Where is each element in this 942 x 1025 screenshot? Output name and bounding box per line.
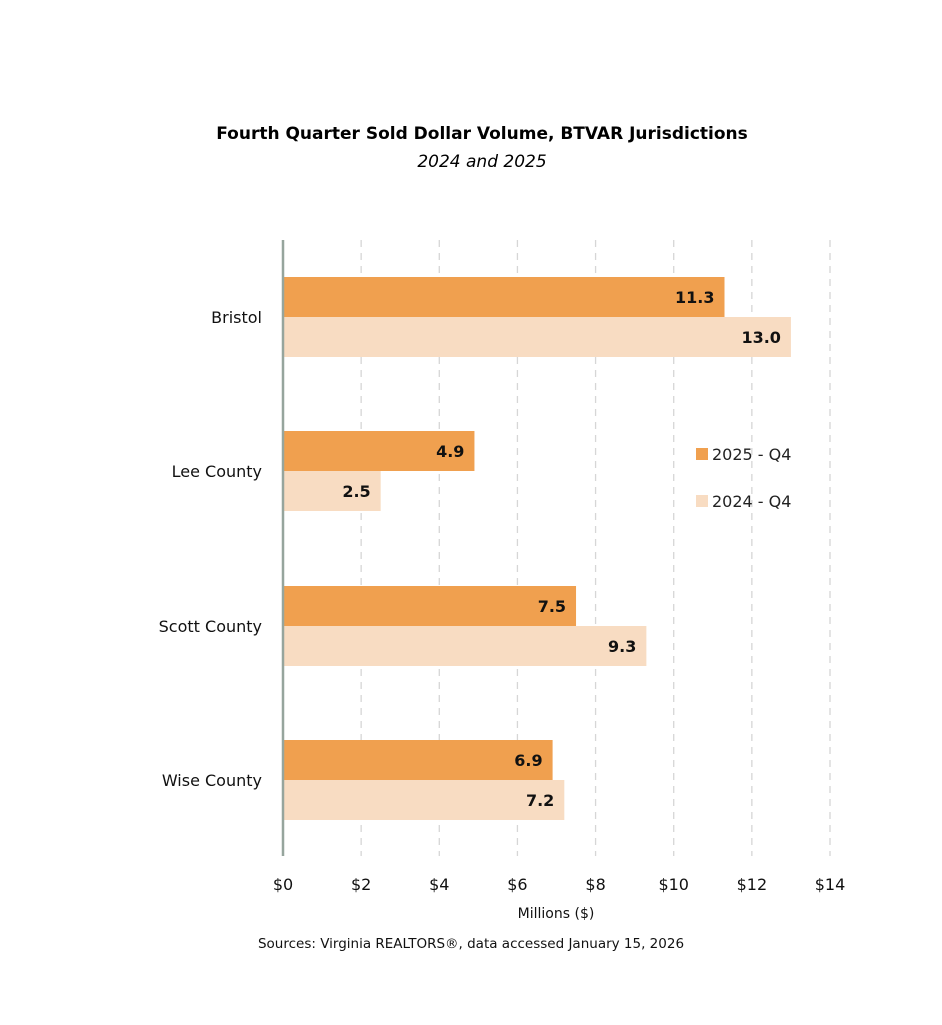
data-label: 4.9 xyxy=(436,442,464,461)
bar-2024 xyxy=(284,626,647,666)
x-tick-label: $12 xyxy=(737,875,768,894)
data-label: 13.0 xyxy=(741,328,780,347)
legend-swatch xyxy=(696,448,708,460)
legend-label: 2025 - Q4 xyxy=(712,445,791,464)
category-label: Wise County xyxy=(162,771,262,790)
x-tick-label: $2 xyxy=(351,875,371,894)
bar-2025 xyxy=(284,431,475,471)
x-tick-label: $0 xyxy=(273,875,293,894)
category-label: Bristol xyxy=(211,308,262,327)
source-note: Sources: Virginia REALTORS®, data access… xyxy=(258,936,684,952)
chart-subtitle: 2024 and 2025 xyxy=(417,152,546,172)
x-axis-label: Millions ($) xyxy=(518,906,595,922)
bar-2024 xyxy=(284,317,791,357)
bar-2025 xyxy=(284,740,553,780)
category-label: Scott County xyxy=(159,617,262,636)
data-label: 7.5 xyxy=(538,597,566,616)
data-label: 6.9 xyxy=(514,751,542,770)
data-label: 7.2 xyxy=(526,791,554,810)
x-tick-label: $14 xyxy=(815,875,846,894)
legend-swatch xyxy=(696,495,708,507)
bar-2025 xyxy=(284,277,725,317)
x-tick-label: $10 xyxy=(658,875,689,894)
bar-2024 xyxy=(284,471,381,511)
x-tick-label: $6 xyxy=(507,875,527,894)
chart-title: Fourth Quarter Sold Dollar Volume, BTVAR… xyxy=(216,124,748,144)
legend-label: 2024 - Q4 xyxy=(712,492,791,511)
x-tick-label: $4 xyxy=(429,875,449,894)
bar-2025 xyxy=(284,586,577,626)
data-label: 9.3 xyxy=(608,637,636,656)
data-label: 2.5 xyxy=(342,482,370,501)
x-tick-label: $8 xyxy=(585,875,605,894)
category-label: Lee County xyxy=(172,462,262,481)
bar-2024 xyxy=(284,780,565,820)
data-label: 11.3 xyxy=(675,288,714,307)
